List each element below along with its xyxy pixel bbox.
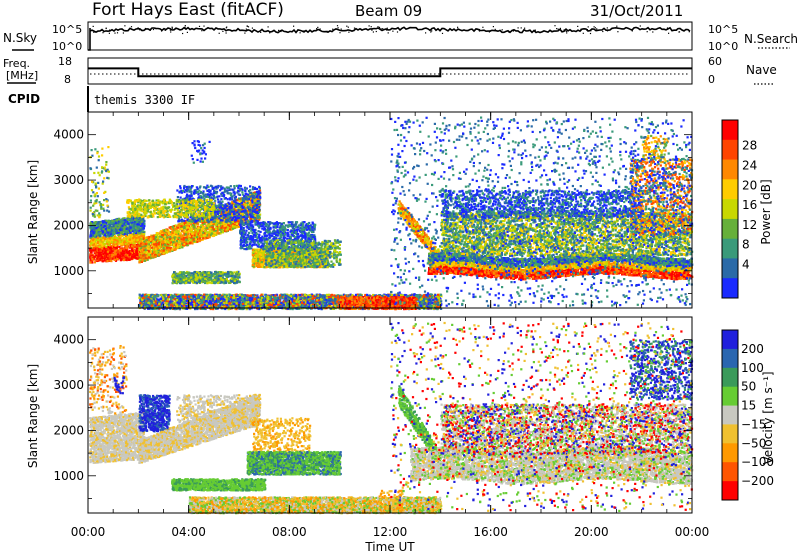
x-tick-label: 08:00 — [272, 525, 307, 539]
frequency-panel: Freq. [MHz] 18 8 60 0 Nave — [3, 55, 777, 86]
nave-tick-bottom: 0 — [708, 73, 715, 86]
velocity-colorbar-swatch — [722, 462, 738, 481]
power-colorbar-tick: 8 — [742, 238, 750, 252]
velocity-colorbar-swatch — [722, 406, 738, 425]
x-axis-tick-labels: 00:00 04:00 08:00 12:00 16:00 20:00 00:00 — [71, 525, 710, 539]
noise-left-tick-top: 10^5 — [52, 23, 82, 36]
nave-label: Nave — [746, 63, 777, 77]
x-tick-label: 00:00 — [71, 525, 106, 539]
velocity-colorbar-label: Velocity [m s⁻¹] — [761, 371, 775, 464]
velocity-y-label: Slant Range [km] — [26, 364, 40, 468]
power-colorbar-swatch — [722, 258, 738, 278]
power-colorbar-tick: 28 — [742, 139, 757, 153]
power-colorbar-swatch — [722, 278, 738, 298]
power-colorbar-swatch — [722, 120, 738, 140]
velocity-colorbar-tick: 200 — [741, 342, 764, 356]
power-y-label: Slant Range [km] — [26, 160, 40, 264]
freq-tick-top: 18 — [58, 55, 72, 68]
noise-left-tick-bottom: 10^0 — [52, 40, 82, 53]
nave-tick-top: 60 — [708, 55, 722, 68]
velocity-colorbar-swatch — [722, 481, 738, 500]
noise-right-label: N.Search — [744, 32, 798, 46]
y-tick-label: 1000 — [53, 264, 84, 278]
y-tick-label: 3000 — [53, 378, 84, 392]
power-colorbar-swatch — [722, 199, 738, 219]
noise-right-tick-top: 10^5 — [708, 23, 738, 36]
x-axis-label: Time UT — [364, 540, 415, 554]
power-colorbar-tick: 20 — [742, 178, 757, 192]
cpid-panel: CPID themis 3300 IF — [8, 86, 195, 112]
power-colorbar-tick: 12 — [742, 218, 757, 232]
frequency-trace — [88, 68, 692, 76]
date-title: 31/Oct/2011 — [590, 2, 683, 20]
x-tick-label: 12:00 — [373, 525, 408, 539]
x-tick-label: 00:00 — [675, 525, 710, 539]
radar-summary-plot: Fort Hays East (fitACF) Beam 09 31/Oct/2… — [0, 0, 800, 554]
x-tick-label: 20:00 — [574, 525, 609, 539]
power-colorbar-swatch — [722, 239, 738, 259]
velocity-colorbar-tick: 15 — [741, 399, 756, 413]
power-heatmap — [89, 117, 693, 311]
velocity-colorbar-tick: 50 — [741, 380, 756, 394]
cpid-label: CPID — [8, 92, 40, 106]
power-colorbar: 28 24 20 16 12 8 4 — [722, 120, 757, 298]
velocity-colorbar-swatch — [722, 424, 738, 443]
velocity-heatmap — [89, 322, 693, 514]
velocity-colorbar-swatch — [722, 330, 738, 349]
power-panel: 4000 3000 2000 1000 Slant Range [km] 28 24 20… — [26, 112, 773, 310]
y-tick-label: 2000 — [53, 218, 84, 232]
velocity-colorbar-swatch — [722, 443, 738, 462]
power-colorbar-tick: 24 — [742, 159, 757, 173]
power-colorbar-tick: 16 — [742, 198, 757, 212]
velocity-colorbar-tick: −200 — [741, 474, 774, 488]
power-colorbar-tick: 4 — [742, 257, 750, 271]
power-colorbar-label: Power [dB] — [759, 179, 773, 244]
velocity-colorbar-swatch — [722, 368, 738, 387]
x-tick-label: 04:00 — [171, 525, 206, 539]
power-colorbar-swatch — [722, 140, 738, 160]
noise-sky-trace — [88, 25, 690, 50]
y-tick-label: 3000 — [53, 173, 84, 187]
noise-panel: N.Sky 10^5 10^0 10^5 10^0 N.Search — [3, 22, 798, 53]
y-tick-label: 4000 — [53, 333, 84, 347]
power-colorbar-swatch — [722, 160, 738, 180]
cpid-program: themis 3300 IF — [94, 93, 195, 107]
y-tick-label: 2000 — [53, 423, 84, 437]
power-colorbar-swatch — [722, 219, 738, 239]
y-tick-label: 4000 — [53, 128, 84, 142]
y-tick-label: 1000 — [53, 469, 84, 483]
noise-right-tick-bottom: 10^0 — [708, 40, 738, 53]
beam-title: Beam 09 — [355, 2, 422, 20]
noise-left-label: N.Sky — [3, 31, 37, 45]
velocity-colorbar-swatch — [722, 387, 738, 406]
x-tick-label: 16:00 — [473, 525, 508, 539]
freq-label-2: [MHz] — [6, 69, 38, 82]
velocity-colorbar-swatch — [722, 349, 738, 368]
station-title: Fort Hays East (fitACF) — [92, 0, 284, 20]
freq-tick-bottom: 8 — [64, 73, 71, 86]
power-colorbar-swatch — [722, 179, 738, 199]
